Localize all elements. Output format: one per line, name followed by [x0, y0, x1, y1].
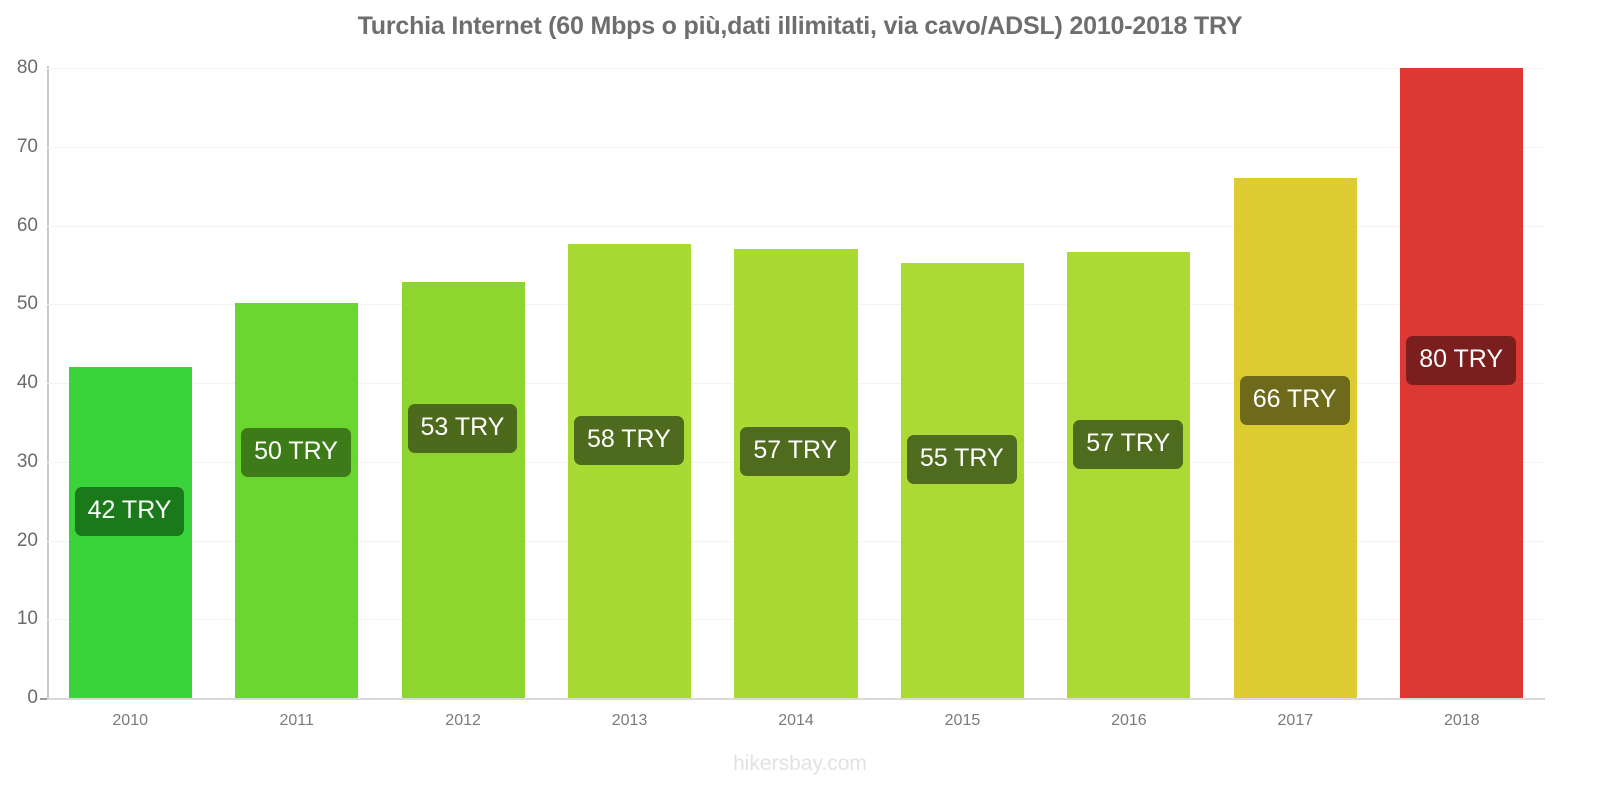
y-axis-tick-label: 70	[16, 135, 38, 157]
y-axis-tick-label: 60	[16, 214, 38, 236]
bar-value-label: 66 TRY	[1239, 376, 1350, 426]
bar-value-label: 55 TRY	[906, 434, 1017, 484]
bar-value-label: 50 TRY	[241, 427, 351, 477]
bar-value-label: 57 TRY	[740, 427, 851, 477]
gridline-70	[47, 146, 1545, 148]
x-axis-tick-label: 2017	[1277, 712, 1314, 729]
y-axis-tick-label: 50	[16, 293, 38, 315]
y-axis-tick-label: 80	[16, 57, 38, 78]
chart-title: Turchia Internet (60 Mbps o più,dati ill…	[357, 12, 1243, 40]
footer-credit: hikersbay.com	[733, 752, 867, 775]
bar-value-label: 57 TRY	[1073, 420, 1184, 470]
x-axis-tick-label: 2015	[944, 712, 981, 729]
x-axis-tick-label: 2016	[1111, 712, 1147, 729]
y-axis-tick-label: 20	[16, 529, 38, 551]
x-axis-tick-label: 2012	[445, 712, 481, 729]
x-axis-tick-label: 2014	[778, 712, 814, 729]
bar-value-label: 80 TRY	[1406, 336, 1517, 385]
gridline-0	[47, 698, 1545, 700]
y-axis-tick-label: 40	[16, 372, 38, 393]
bar-value-label: 42 TRY	[74, 487, 185, 537]
bar[interactable]	[567, 243, 692, 698]
bar[interactable]	[235, 302, 359, 698]
x-axis-tick-label: 2010	[112, 712, 148, 729]
bar-value-label: 53 TRY	[407, 404, 518, 454]
gridline-80	[47, 68, 1545, 69]
y-axis-tick-label: 0	[27, 687, 38, 708]
x-axis-tick-label: 2018	[1443, 712, 1480, 729]
bar[interactable]	[1233, 178, 1357, 698]
x-axis-tick-label: 2013	[611, 712, 648, 729]
gridline-60	[47, 225, 1545, 227]
y-axis-tick-label: 10	[16, 608, 38, 630]
y-axis-zero-tick	[40, 698, 49, 700]
bar[interactable]	[401, 282, 525, 698]
bar[interactable]	[1067, 252, 1191, 698]
x-axis-tick-label: 2011	[279, 712, 314, 729]
bar-value-label: 58 TRY	[573, 415, 684, 465]
y-axis-tick-label: 30	[16, 450, 38, 472]
